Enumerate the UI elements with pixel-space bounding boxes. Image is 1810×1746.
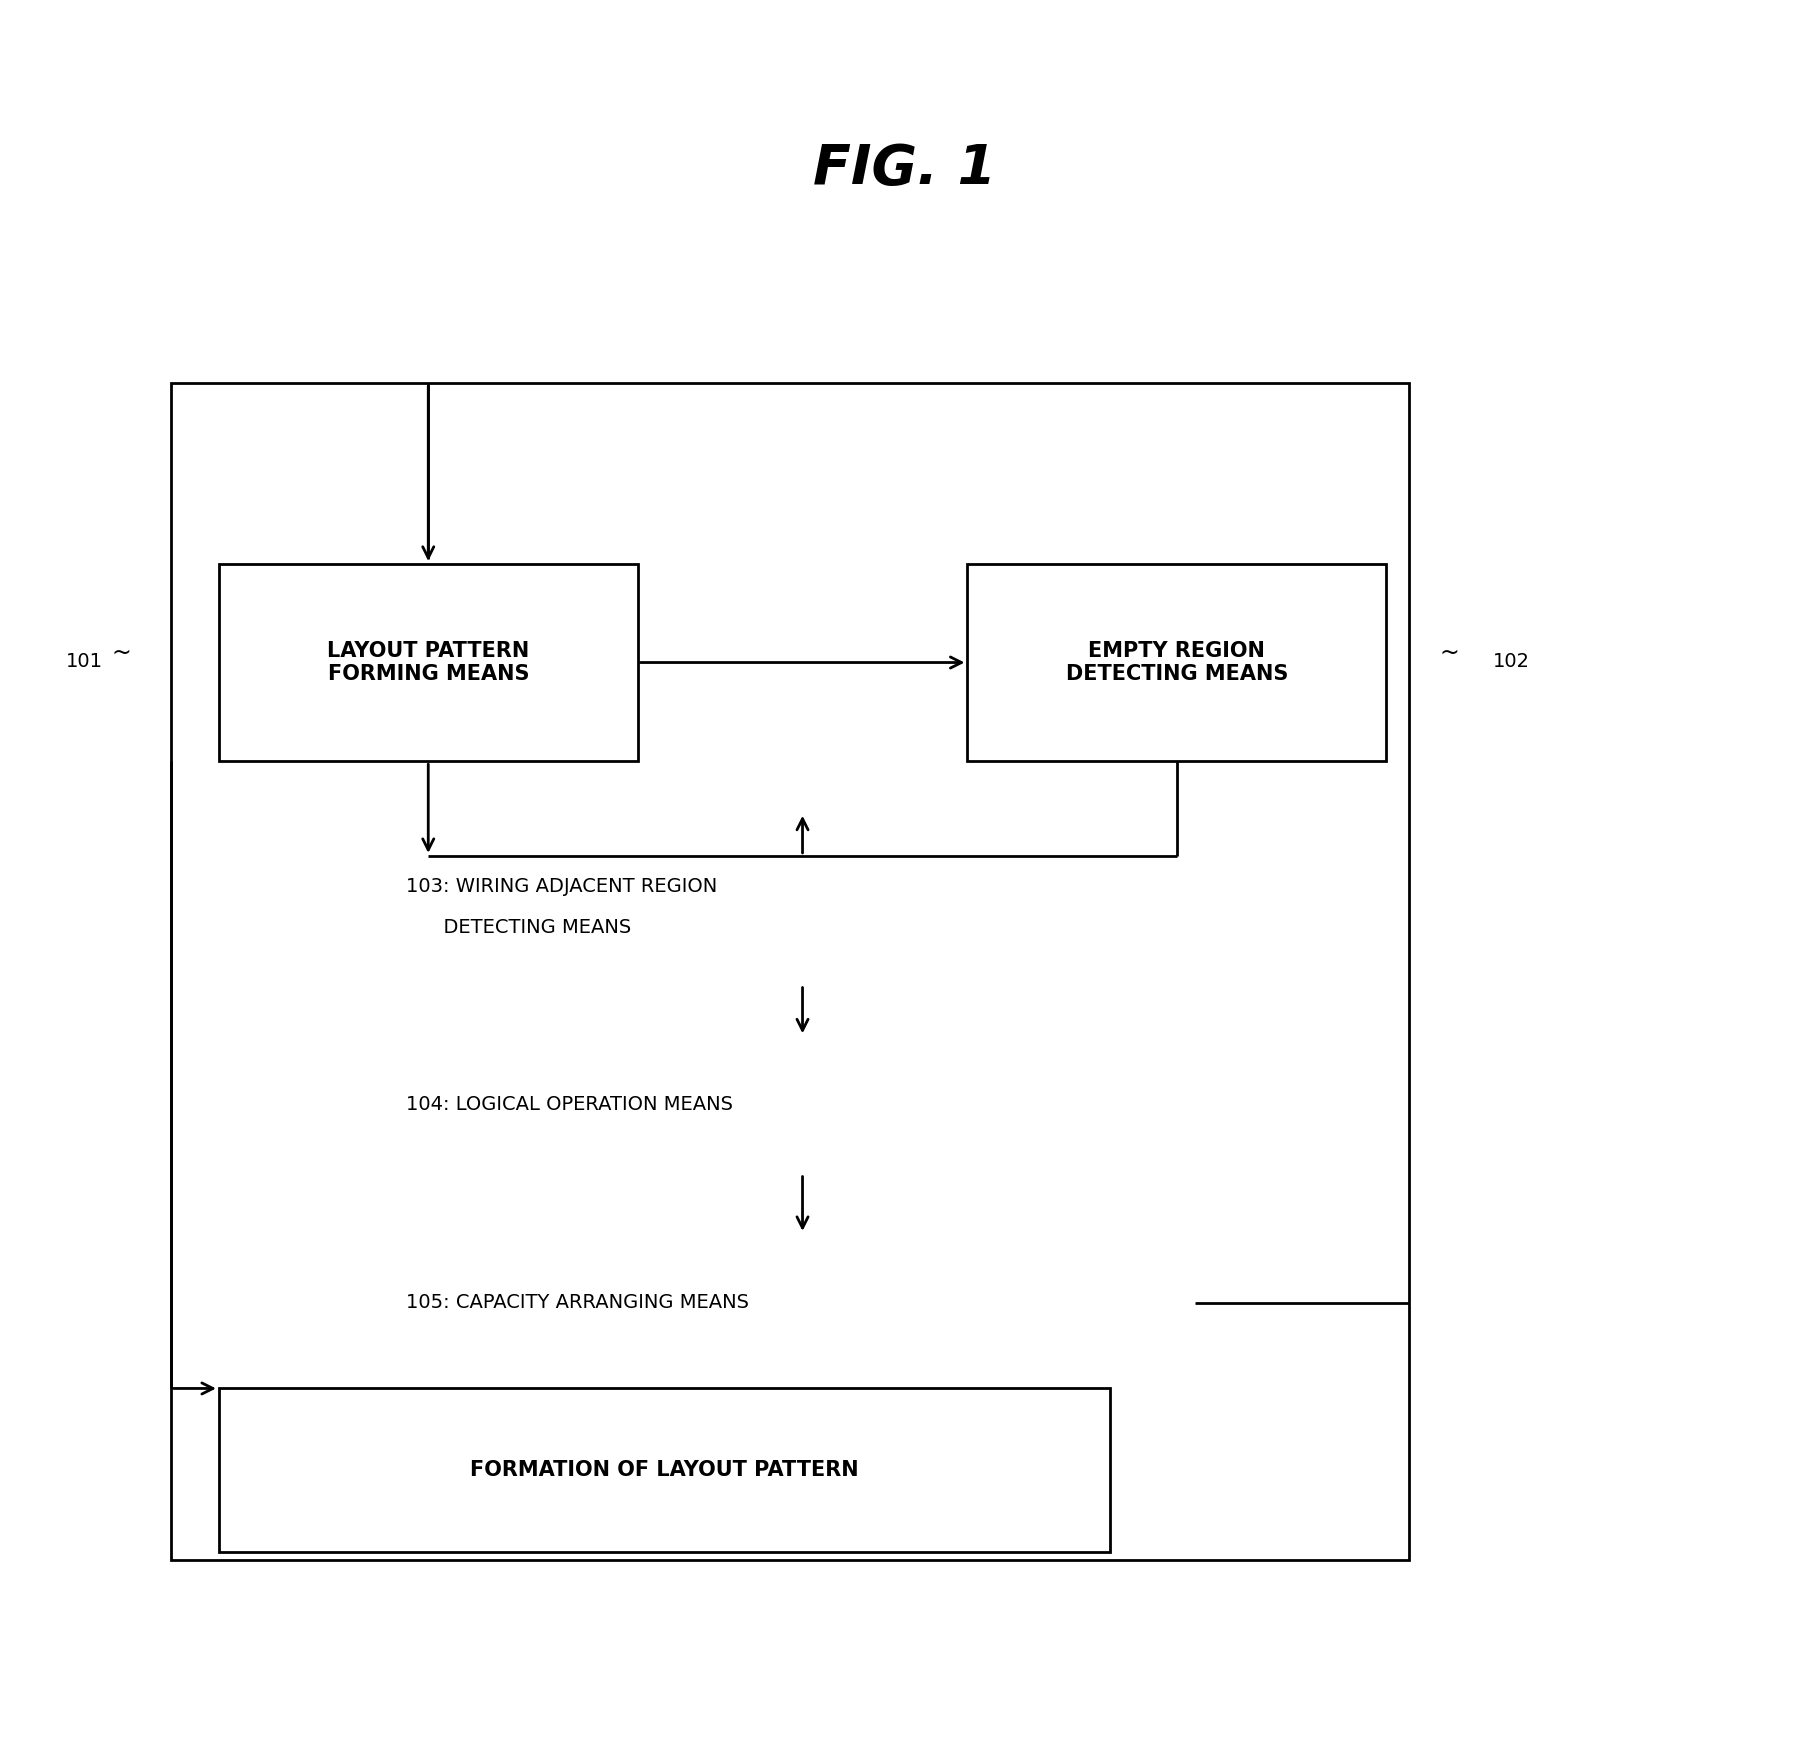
Bar [219,564,637,761]
Text: DETECTING MEANS: DETECTING MEANS [405,918,632,938]
Text: FORMATION OF LAYOUT PATTERN: FORMATION OF LAYOUT PATTERN [471,1460,858,1481]
Text: 105: CAPACITY ARRANGING MEANS: 105: CAPACITY ARRANGING MEANS [405,1294,749,1311]
Text: EMPTY REGION
DETECTING MEANS: EMPTY REGION DETECTING MEANS [1066,641,1289,684]
Text: LAYOUT PATTERN
FORMING MEANS: LAYOUT PATTERN FORMING MEANS [328,641,529,684]
Text: ~: ~ [112,641,132,665]
Text: 102: 102 [1493,653,1529,670]
Bar [967,564,1386,761]
Text: FIG. 1: FIG. 1 [813,141,997,196]
Text: 104: LOGICAL OPERATION MEANS: 104: LOGICAL OPERATION MEANS [405,1095,733,1114]
Text: ~: ~ [1439,641,1459,665]
Bar [170,384,1410,1561]
Text: 101: 101 [65,653,103,670]
Text: 103: WIRING ADJACENT REGION: 103: WIRING ADJACENT REGION [405,876,717,896]
Bar [219,1388,1110,1552]
